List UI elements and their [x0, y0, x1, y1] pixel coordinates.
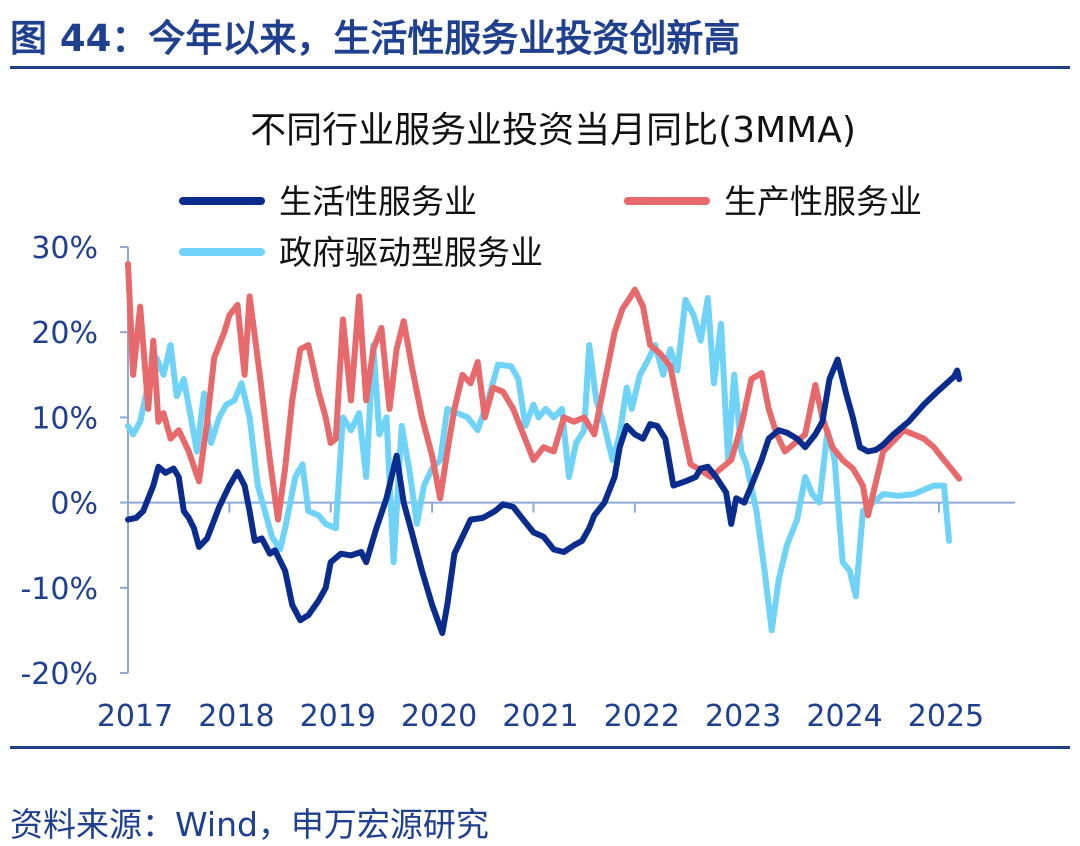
y-tick-label: -10%: [20, 572, 98, 607]
x-tick-label: 2023: [705, 699, 781, 734]
series-line-0: [125, 356, 963, 636]
x-tick-label: 2024: [806, 699, 882, 734]
y-tick-label: 10%: [31, 401, 98, 436]
y-tick-label: 30%: [31, 231, 98, 266]
x-tick-label: 2021: [502, 699, 578, 734]
top-rule: [10, 66, 1070, 69]
x-tick-label: 2022: [604, 699, 680, 734]
bottom-rule: [10, 746, 1070, 749]
figure-title: 图 44：今年以来，生活性服务业投资创新高: [10, 17, 741, 60]
x-tick-label: 2018: [198, 699, 274, 734]
series-line-1: [125, 261, 963, 523]
x-tick-label: 2020: [401, 699, 477, 734]
x-tick-label: 2017: [97, 699, 173, 734]
legend-label-0: 生活性服务业: [279, 182, 477, 221]
chart-title: 不同行业服务业投资当月同比(3MMA): [250, 110, 856, 151]
y-tick-label: 20%: [31, 316, 98, 351]
legend-label-1: 生产性服务业: [724, 182, 922, 221]
plot-lines: [125, 261, 963, 636]
series-line-2: [125, 295, 953, 634]
axes: 30% 20% 10% 0% -10% -20% 2017 2018 2019 2020 2021 2…: [20, 231, 1015, 734]
x-tick-label: 2019: [300, 699, 376, 734]
x-tick-label: 2025: [908, 699, 984, 734]
source-note: 资料来源：Wind，申万宏源研究: [10, 805, 489, 844]
y-tick-label: -20%: [20, 657, 98, 692]
y-tick-label: 0%: [50, 487, 98, 522]
legend-label-2: 政府驱动型服务业: [279, 233, 543, 272]
